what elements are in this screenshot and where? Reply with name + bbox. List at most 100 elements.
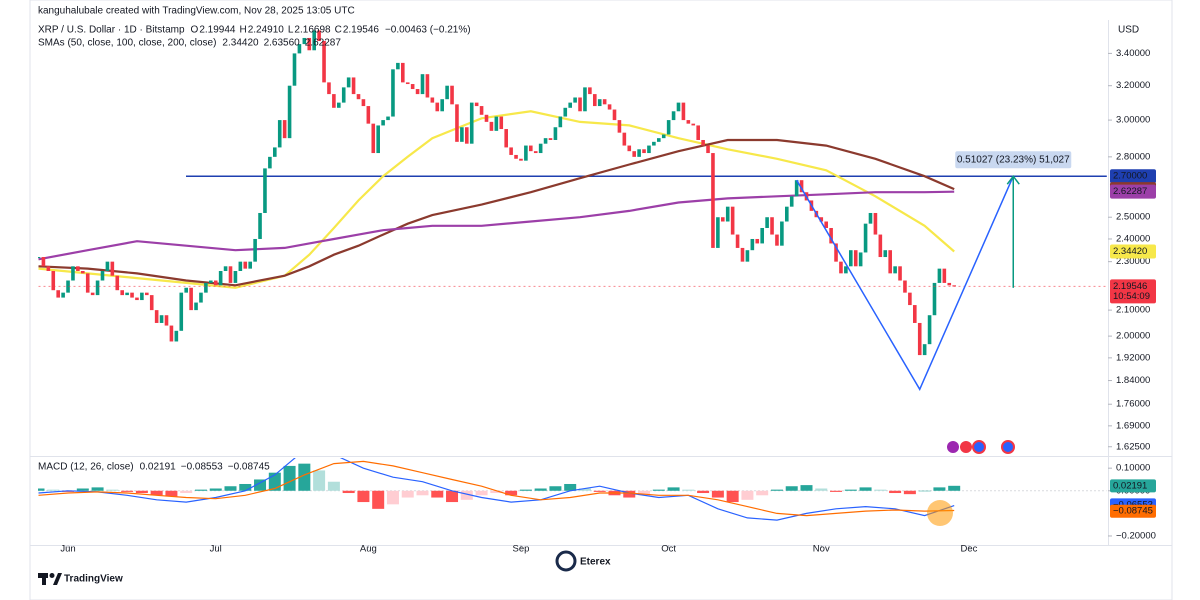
histogram-bar: [770, 489, 783, 491]
candle: [327, 82, 331, 95]
candle: [440, 99, 444, 112]
event-icon[interactable]: [972, 440, 986, 454]
histogram-bar: [815, 488, 828, 491]
candle: [100, 270, 105, 281]
candle: [927, 315, 932, 345]
candle: [558, 116, 563, 128]
candle: [386, 116, 390, 121]
candle: [908, 292, 912, 306]
candle: [46, 266, 51, 271]
candle: [233, 270, 238, 283]
candle: [745, 250, 750, 262]
candle: [588, 87, 592, 95]
candle: [883, 250, 888, 258]
candle: [607, 104, 612, 110]
candle: [322, 41, 326, 83]
histogram-bar: [903, 490, 916, 495]
candle: [578, 97, 582, 112]
candle: [548, 138, 553, 140]
candle: [199, 292, 203, 303]
candle: [337, 102, 341, 108]
candle: [863, 223, 868, 253]
histogram-bar: [918, 490, 931, 492]
ohlc-key: H: [239, 25, 246, 36]
candle: [602, 99, 607, 105]
y-tick-label: 2.50000: [1116, 212, 1150, 223]
candle: [849, 250, 853, 267]
y-tick-label: 1.62500: [1116, 441, 1150, 452]
candle: [213, 280, 218, 286]
candle: [410, 84, 415, 90]
event-icon[interactable]: [947, 441, 959, 453]
histogram-bar: [91, 487, 104, 491]
candle: [716, 217, 720, 248]
x-tick-label: Dec: [961, 544, 978, 555]
ohlc-key: O: [191, 25, 199, 36]
candle: [401, 62, 405, 83]
logo-shape: [42, 573, 46, 585]
candle: [415, 89, 420, 95]
candle: [51, 270, 56, 291]
histogram-bar: [460, 490, 473, 500]
histogram-bar: [519, 489, 532, 491]
indicator-title: SMAs (50, close, 100, close, 200, close): [38, 38, 216, 49]
candle: [676, 102, 681, 112]
candle: [647, 145, 651, 154]
candle: [721, 217, 725, 222]
event-icon[interactable]: [960, 441, 972, 453]
candle: [824, 221, 828, 228]
macd-line: [38, 460, 955, 517]
candle: [115, 275, 120, 291]
candle: [258, 212, 262, 239]
x-tick-label: Jun: [60, 544, 75, 555]
histogram-bar: [180, 490, 193, 494]
histogram-bar: [741, 490, 754, 500]
highlight-circle: [927, 500, 953, 526]
candle: [952, 285, 956, 287]
y-tick-label: 2.10000: [1116, 305, 1150, 316]
histogram-bar: [948, 485, 961, 491]
candle: [90, 292, 95, 296]
candle: [661, 134, 666, 139]
price-badge-label: 2.70000: [1113, 171, 1147, 182]
event-icon[interactable]: [1001, 440, 1015, 454]
candle: [332, 94, 336, 108]
y-tick-label: 1.84000: [1116, 375, 1150, 386]
ohlc-value: 2.19546: [343, 25, 380, 36]
macd-line: [38, 458, 955, 521]
candle: [691, 123, 696, 126]
logo-shape: [49, 573, 55, 578]
ohlc-value: 2.19944: [199, 25, 236, 36]
y-tick-label: 3.20000: [1116, 80, 1150, 91]
histogram-bar: [756, 490, 769, 496]
histogram-bar: [549, 486, 562, 491]
candle: [627, 145, 632, 152]
candle: [317, 30, 321, 42]
candle: [858, 252, 863, 267]
candle: [56, 290, 60, 298]
histogram-bar: [121, 490, 134, 492]
candle: [366, 106, 371, 124]
candle: [593, 94, 597, 107]
candle: [529, 145, 533, 152]
candle: [76, 266, 80, 271]
candle: [341, 87, 346, 103]
candle: [154, 310, 159, 323]
ohlc-key: L: [288, 25, 294, 36]
histogram-bar: [372, 490, 385, 509]
histogram-bar: [711, 490, 724, 498]
price-badge: [1110, 244, 1156, 259]
candle: [514, 154, 518, 159]
histogram-bar: [446, 490, 459, 503]
candle: [597, 99, 602, 107]
candle: [494, 116, 499, 131]
candle: [41, 257, 46, 267]
price-pane: [38, 30, 1107, 391]
candle: [277, 120, 282, 148]
candle: [553, 127, 558, 140]
indicator-value: 2.62287: [305, 38, 342, 49]
ohlc-key: C: [335, 25, 342, 36]
candle: [799, 180, 804, 193]
candle: [937, 268, 942, 283]
histogram-bar: [933, 487, 946, 491]
